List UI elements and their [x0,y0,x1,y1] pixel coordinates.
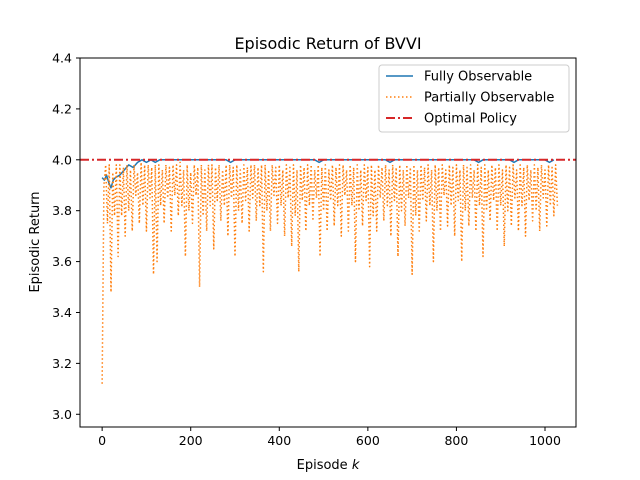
y-tick-label: 4.2 [52,101,72,116]
x-axis-ticks: 0 200 400 600 800 1000 [98,427,561,448]
y-tick-label: 3.0 [52,407,72,422]
series-layer [80,158,576,384]
x-tick-label: 0 [98,433,106,448]
legend-label: Partially Observable [424,91,554,106]
x-tick-label: 1000 [529,433,561,448]
y-tick-label: 3.6 [52,254,72,269]
y-axis-ticks: 3.0 3.2 3.4 3.6 3.8 4.0 4.2 4.4 [52,51,80,422]
x-axis-label-text: Episode [297,458,348,473]
chart-title: Episodic Return of BVVI [234,34,421,53]
x-tick-label: 800 [444,433,468,448]
plot-frame [79,57,577,428]
y-tick-label: 4.4 [52,51,72,66]
y-axis-label: Episodic Return [28,191,43,292]
legend-label: Optimal Policy [424,112,517,127]
x-axis-label: Episode k [297,458,360,473]
x-tick-label: 400 [267,433,291,448]
y-tick-label: 3.4 [52,305,72,320]
y-tick-label: 4.0 [52,152,72,167]
x-axis-label-variable: k [352,458,360,473]
legend: Fully Observable Partially Observable Opti… [378,64,570,133]
legend-box [378,64,570,133]
x-tick-label: 200 [179,433,203,448]
x-tick-label: 600 [356,433,380,448]
y-tick-label: 3.2 [52,356,72,371]
legend-label: Fully Observable [424,70,532,85]
y-tick-label: 3.8 [52,203,72,218]
